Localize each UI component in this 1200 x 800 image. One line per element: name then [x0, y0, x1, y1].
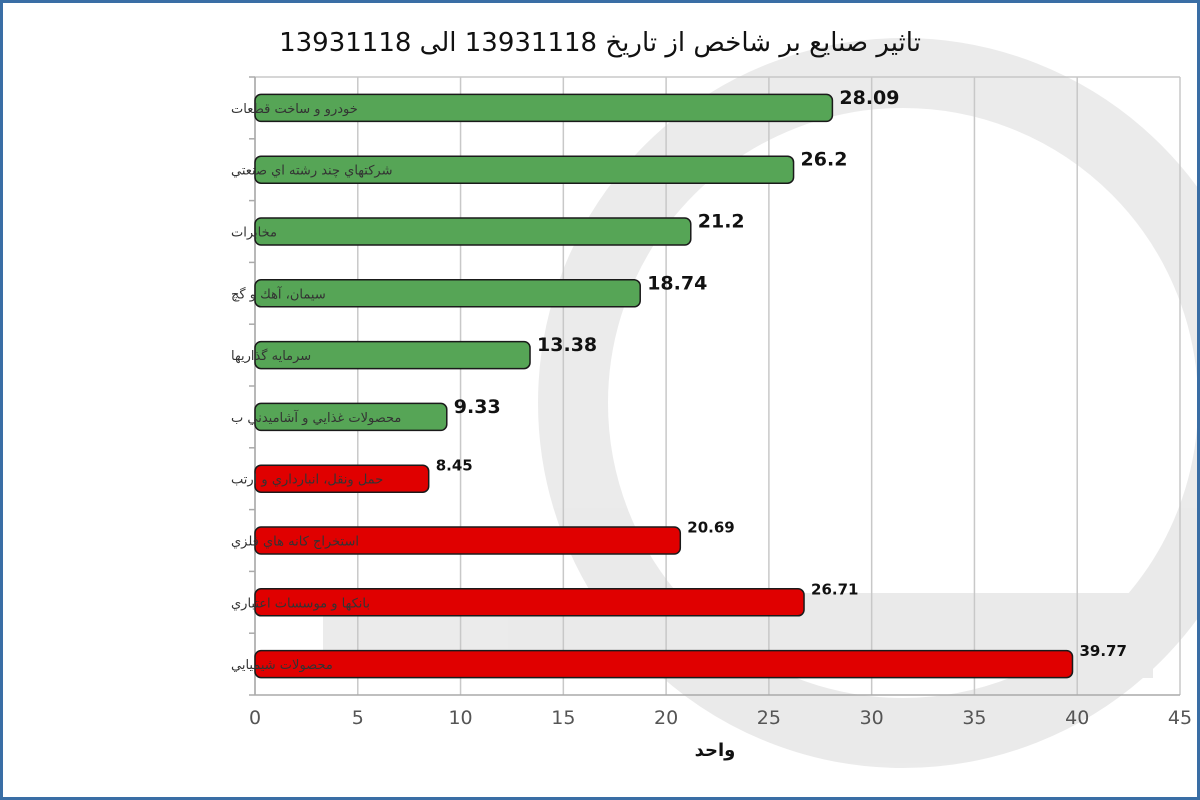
data-label: 28.09: [839, 87, 899, 109]
bar: [254, 464, 430, 493]
category-label: محصولات غذايي و آشاميدني ب: [231, 409, 401, 426]
x-tick-label: 25: [757, 707, 781, 729]
category-label: حمل ونقل، انبارداري و ارتب: [231, 473, 383, 488]
chart-title: تاثیر صنایع بر شاخص از تاریخ 13931118 ال…: [279, 28, 921, 58]
data-label: 26.2: [801, 149, 848, 171]
data-label: 8.45: [436, 457, 473, 475]
x-tick-label: 10: [448, 707, 472, 729]
category-label: شرکتهاي چند رشته اي صنعتي: [231, 164, 392, 179]
x-tick-label: 20: [654, 707, 678, 729]
x-axis-title: واحد: [695, 740, 736, 761]
bar: [254, 217, 692, 246]
bars: [254, 93, 1074, 679]
bar: [254, 279, 641, 308]
x-tick-label: 30: [860, 707, 884, 729]
category-label: محصولات شيميايي: [231, 658, 333, 673]
x-tick-label: 15: [551, 707, 575, 729]
x-axis-ticks: 0 5 10 15 20 25 30 35 40 45: [249, 707, 1192, 729]
data-label: 18.74: [647, 272, 707, 294]
data-label: 26.71: [811, 580, 858, 598]
data-label: 20.69: [687, 519, 734, 537]
x-tick-label: 45: [1168, 707, 1192, 729]
category-label: مخابرات: [231, 226, 277, 241]
x-tick-label: 0: [249, 707, 261, 729]
data-label: 39.77: [1079, 642, 1126, 660]
bar: [254, 93, 834, 123]
data-labels: 28.09 26.2 21.2 18.74 13.38 9.33 8.45 20.69 26.7…: [436, 87, 1127, 660]
category-label: خودرو و ساخت قطعات: [231, 102, 358, 117]
data-label: 13.38: [537, 334, 597, 356]
category-label: سيمان، آهك و گچ: [231, 285, 326, 302]
bar-chart: تاثیر صنایع بر شاخص از تاریخ 13931118 ال…: [231, 28, 1197, 768]
bar: [254, 402, 448, 432]
data-label: 9.33: [454, 396, 501, 418]
x-tick-label: 35: [962, 707, 986, 729]
x-tick-label: 5: [352, 707, 364, 729]
bar: [254, 526, 682, 555]
bar: [254, 155, 795, 184]
category-label: استخراج كانه هاي فلزي: [231, 535, 359, 550]
bar: [254, 588, 805, 617]
category-label: سرمايه گذاريها: [231, 348, 311, 364]
bar: [254, 649, 1074, 679]
category-labels: خودرو و ساخت قطعات شرکتهاي چند رشته اي صن…: [231, 102, 401, 673]
x-tick-label: 40: [1065, 707, 1089, 729]
bar: [254, 340, 531, 370]
data-label: 21.2: [698, 211, 745, 233]
category-label: بانكها و موسسات اعتباري: [231, 596, 370, 611]
